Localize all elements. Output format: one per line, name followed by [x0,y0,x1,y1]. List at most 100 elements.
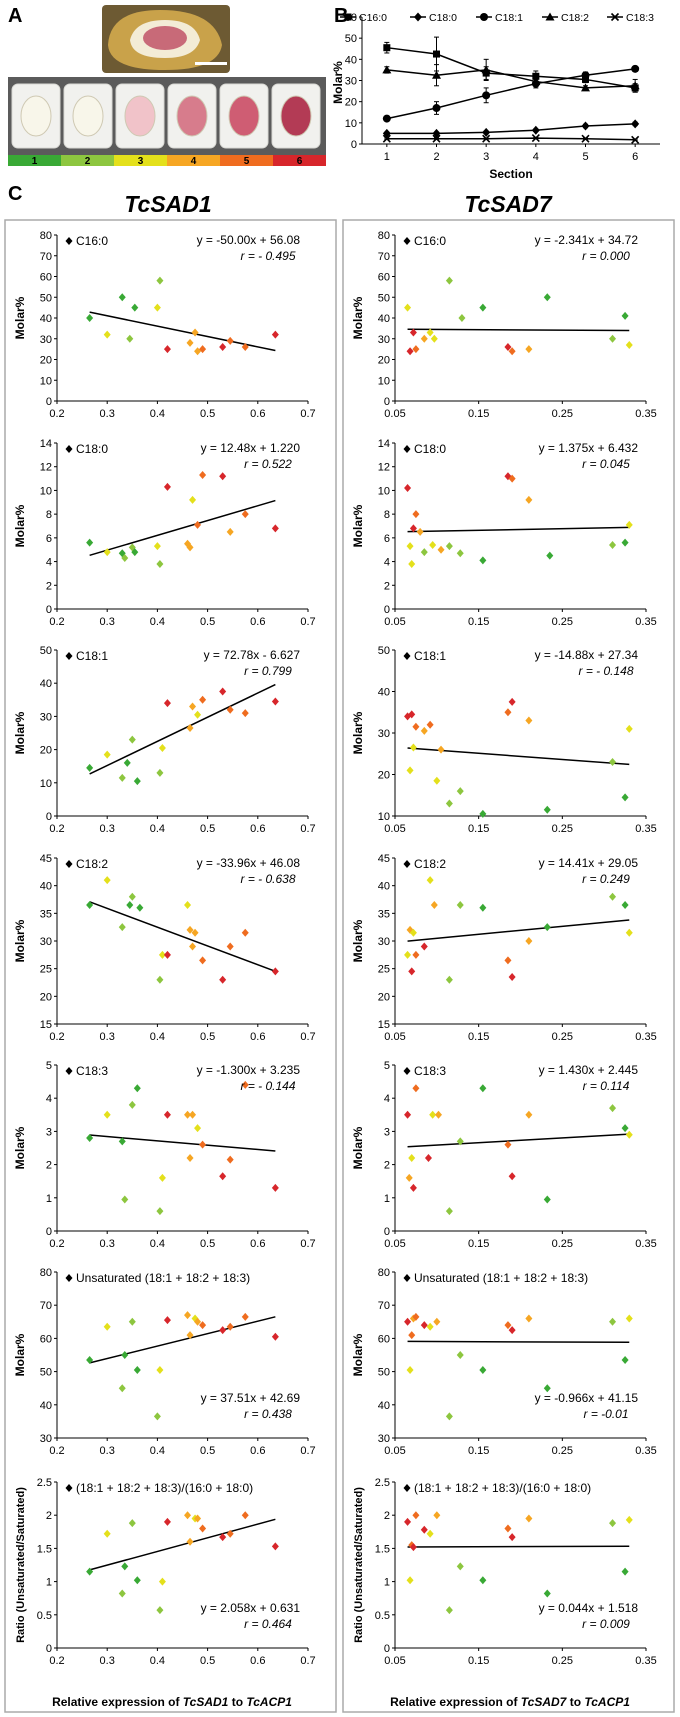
data-point [226,705,234,714]
x-tick-label: 0.35 [635,1031,656,1043]
data-point [525,1110,533,1119]
equation-label: y = 72.78x - 6.627 [204,648,301,662]
y-axis-title: Molar% [351,1333,365,1376]
x-tick-label: 0.4 [150,408,165,420]
data-point [412,1084,420,1093]
scatter-left-4: 15 20 25 30 35 40 45 0.2 0.3 0.4 0.5 0.6 0.7 Molar% C1… [13,853,316,1043]
plot-title: C18:3 [414,1064,446,1078]
marker-circle [432,104,441,113]
legend-marker [65,652,73,660]
bean-slice-core [72,95,104,137]
x-tick-label: 0.7 [300,1031,315,1043]
data-point [609,1317,617,1326]
equation-label: y = 37.51x + 42.69 [201,1391,301,1405]
x-tick-label: 0.05 [384,823,405,835]
data-point [199,956,207,965]
y-axis-title: Molar% [13,504,27,547]
x-tick-label: 0.4 [150,1655,165,1667]
series-line [386,68,636,120]
y-axis-title: Ratio (Unsaturated/Saturated) [353,1487,365,1643]
r-value-label: r = - 0.144 [240,1079,295,1093]
legend-item: C18:1 [476,12,523,24]
x-tick-label: 0.15 [468,1655,489,1667]
data-point [191,328,199,337]
y-tick-label: 5 [46,1060,52,1072]
data-point [194,520,202,529]
data-point [156,768,164,777]
data-point [433,776,441,785]
data-point [621,538,629,547]
y-tick-label: 80 [40,230,52,242]
data-point [609,334,617,343]
y-tick-label: 70 [40,1300,52,1312]
y-tick-label: 20 [378,770,390,782]
y-tick-label: 30 [378,334,390,346]
legend-marker [403,1274,411,1282]
x-tick-label: 0.15 [468,616,489,628]
data-point [163,482,171,491]
y-tick-label: 60 [378,1333,390,1345]
x-tick-label: 0.35 [635,616,656,628]
y-tick-label: 70 [378,251,390,263]
plot-title: (18:1 + 18:2 + 18:3)/(16:0 + 18:0) [414,1481,591,1495]
scatter-left-6: 30 40 50 60 70 80 0.2 0.3 0.4 0.5 0.6 0.7 Molar% Unsa… [13,1267,316,1457]
data-point [404,950,412,959]
equation-label: y = 2.058x + 0.631 [201,1601,301,1615]
y-tick-label: 0.5 [375,1610,390,1622]
scale-swatch [114,155,167,166]
data-point [118,1137,126,1146]
data-point [191,928,199,937]
marker-diamond [631,119,640,129]
y-tick-label: 2 [46,580,52,592]
data-point [625,1515,633,1524]
y-tick-label: 1.5 [37,1543,52,1555]
y-tick-label: 20 [345,97,357,109]
data-point [429,1110,437,1119]
y-tick-label: 40 [40,313,52,325]
data-point [621,1124,629,1133]
marker-triangle [581,83,590,92]
data-point [199,1140,207,1149]
data-point [409,524,417,533]
data-point [508,347,516,356]
data-point [625,724,633,733]
data-point [406,1576,414,1585]
x-tick-label: 0.25 [552,1031,573,1043]
bean-slice-core [124,95,156,137]
y-tick-label: 25 [40,964,52,976]
bean-photo-sections [8,77,326,155]
y-axis-title: Molar% [351,1126,365,1169]
marker-diamond [482,127,491,137]
y-tick-label: 70 [40,251,52,263]
data-point [271,1542,279,1551]
equation-label: y = 1.375x + 6.432 [539,441,639,455]
y-tick-label: 25 [378,964,390,976]
legend-marker [403,237,411,245]
y-tick-label: 10 [40,375,52,387]
marker-circle [382,114,391,123]
data-point [625,1314,633,1323]
scale-label: 5 [244,156,250,167]
data-point [609,892,617,901]
regression-line [407,1545,630,1548]
data-point [153,542,161,551]
data-point [609,540,617,549]
data-point [103,1110,111,1119]
y-tick-label: 12 [378,462,390,474]
data-point [479,556,487,565]
data-point [121,1562,129,1571]
y-tick-label: 14 [40,438,52,450]
data-point [241,928,249,937]
x-tick-label: 0.7 [300,1238,315,1250]
r-value-label: r = 0.114 [583,1079,630,1093]
data-point [543,293,551,302]
data-point [153,303,161,312]
data-point [136,903,144,912]
data-point [156,276,164,285]
x-tick-label: 0.35 [635,823,656,835]
data-point [456,1137,464,1146]
data-point [430,334,438,343]
y-tick-label: 35 [40,908,52,920]
r-value-label: r = -0.01 [583,1407,628,1421]
y-tick-label: 40 [378,1400,390,1412]
